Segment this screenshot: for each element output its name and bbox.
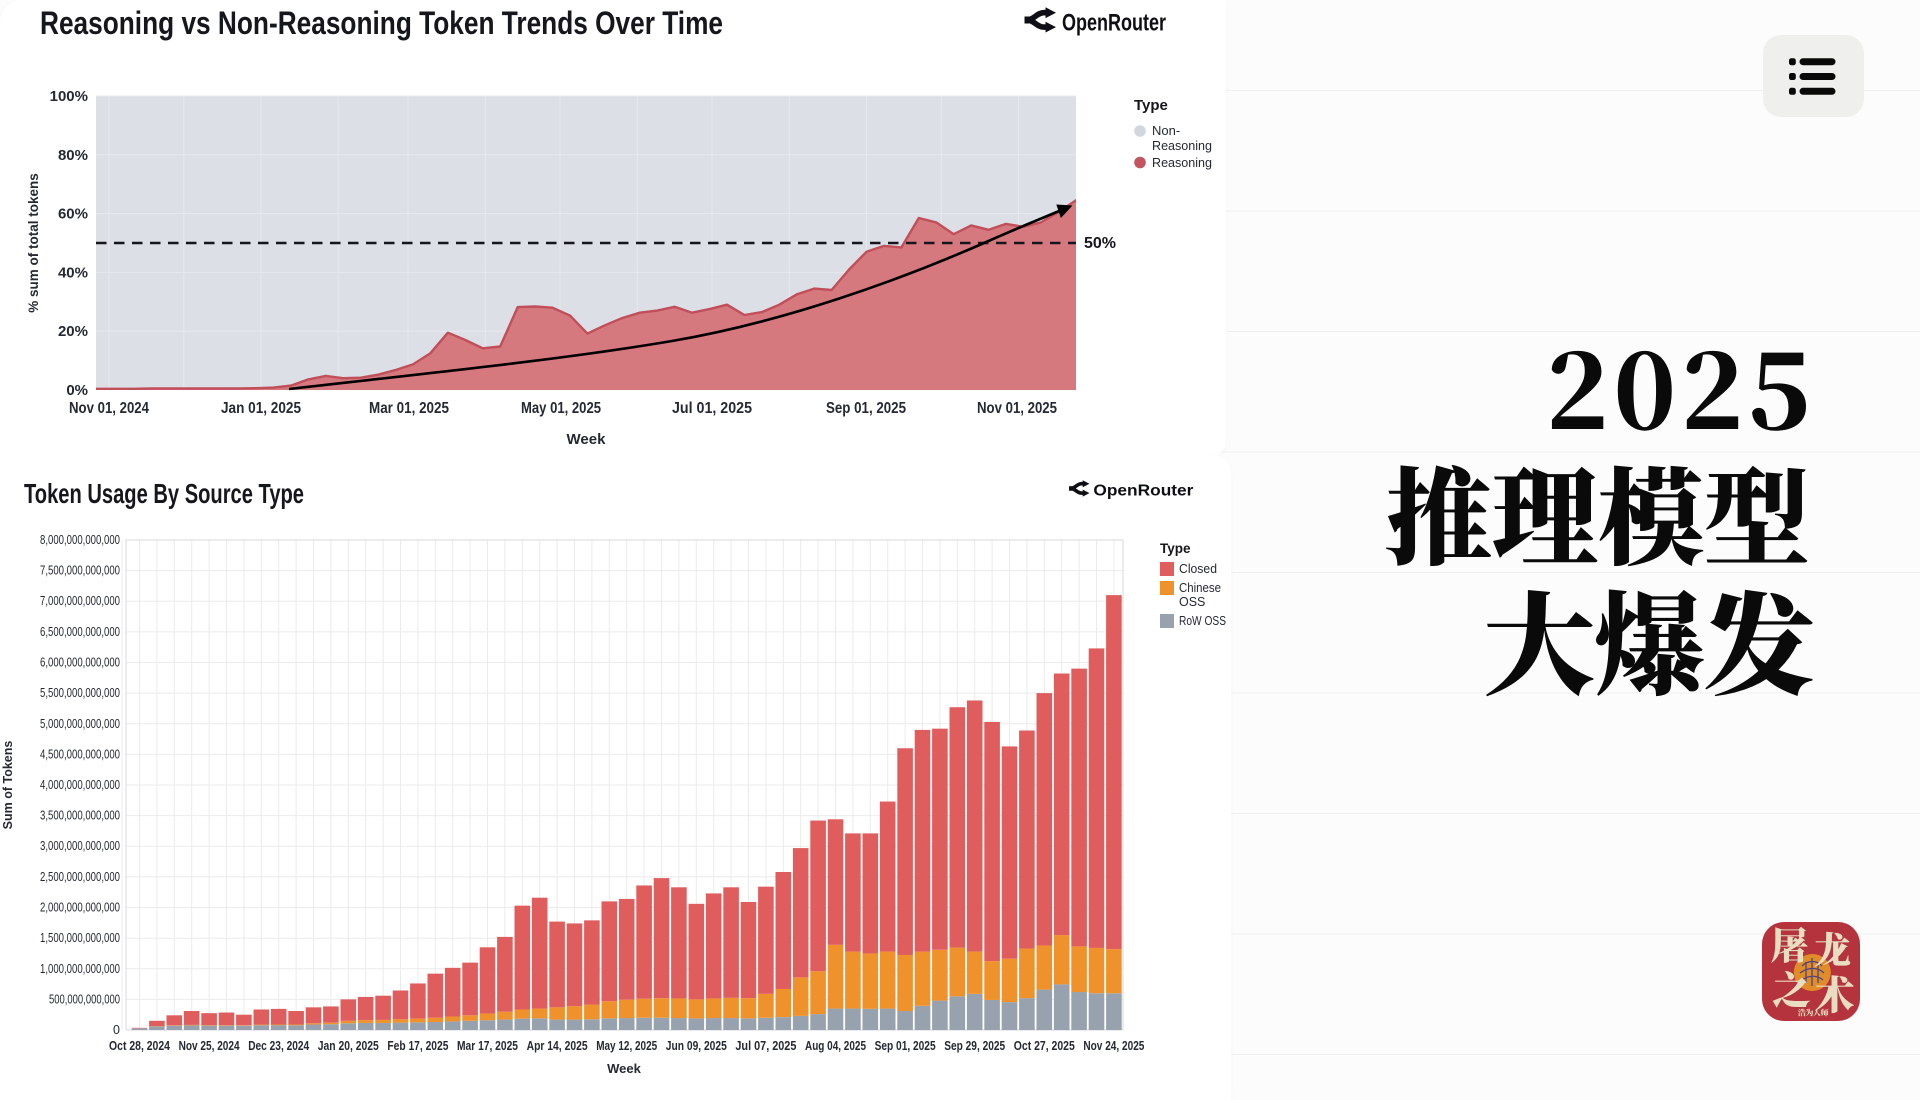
svg-text:1,000,000,000,000: 1,000,000,000,000 <box>40 962 120 976</box>
svg-text:Chinese: Chinese <box>1179 581 1221 595</box>
svg-text:OSS: OSS <box>1179 595 1205 609</box>
svg-text:Sep 01, 2025: Sep 01, 2025 <box>875 1038 936 1053</box>
svg-text:50%: 50% <box>1084 235 1116 252</box>
svg-text:Nov 25, 2024: Nov 25, 2024 <box>179 1038 241 1053</box>
svg-text:500,000,000,000: 500,000,000,000 <box>49 992 120 1006</box>
svg-text:Week: Week <box>567 431 607 448</box>
svg-text:5,000,000,000,000: 5,000,000,000,000 <box>40 717 120 731</box>
svg-text:Nov 01, 2024: Nov 01, 2024 <box>69 400 149 417</box>
svg-text:4,000,000,000,000: 4,000,000,000,000 <box>40 778 120 792</box>
svg-text:Dec 23, 2024: Dec 23, 2024 <box>248 1038 310 1053</box>
svg-text:Type: Type <box>1160 541 1191 556</box>
svg-text:Jul 07, 2025: Jul 07, 2025 <box>735 1038 796 1053</box>
svg-text:Type: Type <box>1134 97 1168 114</box>
svg-text:Week: Week <box>607 1061 641 1076</box>
svg-text:OpenRouter: OpenRouter <box>1093 482 1193 499</box>
svg-text:Reasoning: Reasoning <box>1152 138 1212 153</box>
svg-text:Closed: Closed <box>1179 562 1217 576</box>
svg-text:Feb 17, 2025: Feb 17, 2025 <box>387 1038 448 1053</box>
svg-text:Oct 27, 2025: Oct 27, 2025 <box>1014 1038 1075 1053</box>
svg-text:2,500,000,000,000: 2,500,000,000,000 <box>40 870 120 884</box>
svg-text:Sep 29, 2025: Sep 29, 2025 <box>944 1038 1005 1053</box>
svg-text:Token Usage By Source Type: Token Usage By Source Type <box>24 478 304 509</box>
svg-text:Mar 01, 2025: Mar 01, 2025 <box>369 400 449 417</box>
svg-text:6,500,000,000,000: 6,500,000,000,000 <box>40 625 120 639</box>
svg-text:40%: 40% <box>58 264 88 281</box>
svg-text:Reasoning: Reasoning <box>1152 155 1212 170</box>
svg-text:60%: 60% <box>58 206 88 223</box>
svg-text:Reasoning vs Non-Reasoning Tok: Reasoning vs Non-Reasoning Token Trends … <box>40 5 723 41</box>
svg-text:6,000,000,000,000: 6,000,000,000,000 <box>40 656 120 670</box>
svg-text:Nov 01, 2025: Nov 01, 2025 <box>977 400 1057 417</box>
svg-text:Jul 01, 2025: Jul 01, 2025 <box>672 400 752 417</box>
svg-text:2,000,000,000,000: 2,000,000,000,000 <box>40 901 120 915</box>
svg-text:4,500,000,000,000: 4,500,000,000,000 <box>40 747 120 761</box>
svg-text:7,500,000,000,000: 7,500,000,000,000 <box>40 564 120 578</box>
svg-text:1,500,000,000,000: 1,500,000,000,000 <box>40 931 120 945</box>
svg-text:Nov 24, 2025: Nov 24, 2025 <box>1083 1038 1144 1053</box>
svg-text:Jun 09, 2025: Jun 09, 2025 <box>666 1038 727 1053</box>
svg-text:Oct 28, 2024: Oct 28, 2024 <box>109 1038 171 1053</box>
svg-text:Jan 01, 2025: Jan 01, 2025 <box>221 400 301 417</box>
svg-text:0%: 0% <box>66 382 88 399</box>
svg-text:Sep 01, 2025: Sep 01, 2025 <box>826 400 906 417</box>
svg-text:May 12, 2025: May 12, 2025 <box>596 1038 657 1053</box>
svg-text:OpenRouter: OpenRouter <box>1062 10 1166 37</box>
svg-text:Sum of Tokens: Sum of Tokens <box>1 741 15 830</box>
svg-text:RoW OSS: RoW OSS <box>1179 614 1226 628</box>
svg-text:May 01, 2025: May 01, 2025 <box>521 400 601 417</box>
svg-text:20%: 20% <box>58 323 88 340</box>
svg-text:% sum of total tokens: % sum of total tokens <box>26 173 41 313</box>
svg-text:5,500,000,000,000: 5,500,000,000,000 <box>40 686 120 700</box>
svg-text:3,000,000,000,000: 3,000,000,000,000 <box>40 839 120 853</box>
svg-text:100%: 100% <box>50 88 88 105</box>
svg-text:Apr 14, 2025: Apr 14, 2025 <box>527 1038 588 1053</box>
svg-text:Aug 04, 2025: Aug 04, 2025 <box>805 1038 866 1053</box>
svg-text:7,000,000,000,000: 7,000,000,000,000 <box>40 594 120 608</box>
svg-text:3,500,000,000,000: 3,500,000,000,000 <box>40 809 120 823</box>
svg-text:0: 0 <box>113 1023 120 1037</box>
svg-text:Jan 20, 2025: Jan 20, 2025 <box>318 1038 379 1053</box>
svg-text:80%: 80% <box>58 147 88 164</box>
svg-text:Mar 17, 2025: Mar 17, 2025 <box>457 1038 518 1053</box>
svg-text:8,000,000,000,000: 8,000,000,000,000 <box>40 533 120 547</box>
svg-text:Non-: Non- <box>1152 123 1180 138</box>
